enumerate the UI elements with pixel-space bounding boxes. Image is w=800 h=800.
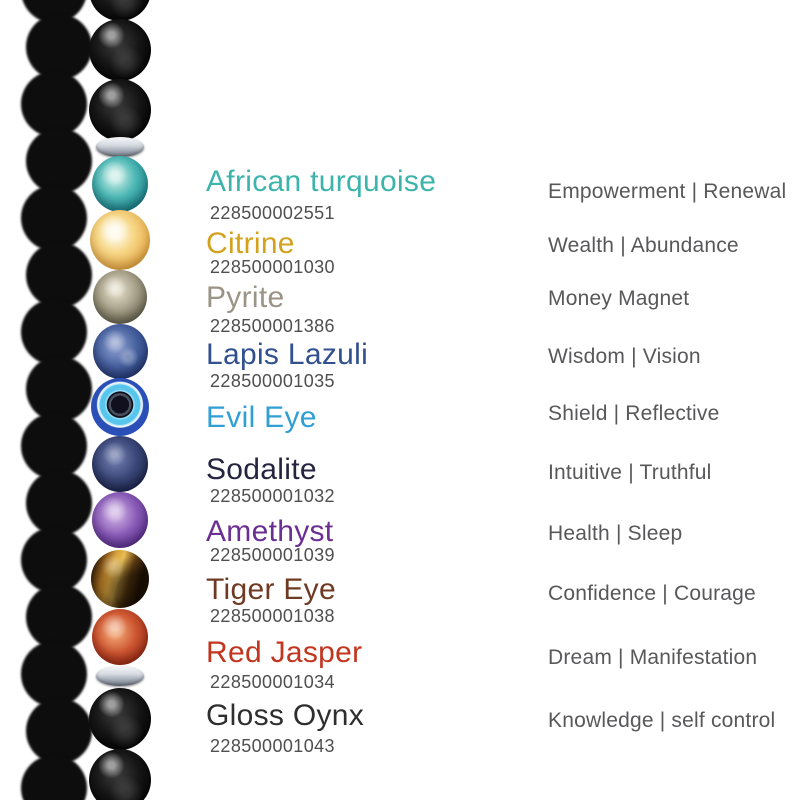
shadow-scallop [26,584,92,650]
gem-sku-amethyst: 228500001039 [210,545,335,565]
gem-sku-african-turquoise: 228500002551 [210,203,335,223]
shadow-scallop [21,185,87,251]
gem-sku-red-jasper: 228500001034 [210,672,335,692]
bead-red-jasper [92,609,148,665]
gem-sku-pyrite: 228500001386 [210,316,335,336]
gem-name-amethyst: Amethyst [206,515,334,548]
gem-sku-citrine: 228500001030 [210,257,335,277]
gem-sku-lapis-lazuli: 228500001035 [210,371,335,391]
gem-name-pyrite: Pyrite [206,281,285,314]
bead-sodalite [92,436,148,492]
shadow-scallop [26,470,92,536]
gem-attribute-amethyst: Health | Sleep [548,522,683,545]
gem-name-lapis-lazuli: Lapis Lazuli [206,338,369,371]
gem-name-tiger-eye: Tiger Eye [206,573,336,606]
bead-spacer [96,137,144,157]
gem-attribute-tiger-eye: Confidence | Courage [548,582,756,605]
shadow-scallop [21,641,87,707]
bead-evil-eye [91,378,149,436]
bead-tiger-eye [91,550,149,608]
bead-spacer [96,666,144,686]
bead-pyrite [93,270,147,324]
shadow-scallop [26,356,92,422]
bead-african-turquoise [92,156,148,212]
shadow-scallop [26,242,92,308]
shadow-scallop [21,527,87,593]
gem-attribute-sodalite: Intuitive | Truthful [548,461,712,484]
gem-attribute-evil-eye: Shield | Reflective [548,402,720,425]
gem-name-african-turquoise: African turquoise [206,165,437,198]
shadow-scallop [26,698,92,764]
bead-black-onyx [89,0,151,21]
gem-attribute-lapis-lazuli: Wisdom | Vision [548,345,701,368]
gem-attribute-citrine: Wealth | Abundance [548,234,739,257]
shadow-scallop [21,299,87,365]
bead-amethyst [92,492,148,548]
bead-black-onyx [89,19,151,81]
bead-black-onyx [89,749,151,800]
shadow-scallop [21,755,87,800]
shadow-scallop [21,71,87,137]
gem-name-evil-eye: Evil Eye [206,401,317,434]
gem-sku-tiger-eye: 228500001038 [210,606,335,626]
gem-attribute-african-turquoise: Empowerment | Renewal [548,180,787,203]
shadow-scallop [26,128,92,194]
gem-sku-gloss-oynx: 228500001043 [210,736,335,756]
gem-attribute-gloss-oynx: Knowledge | self control [548,709,776,732]
bead-citrine [90,210,150,270]
gem-name-citrine: Citrine [206,227,295,260]
gem-attribute-red-jasper: Dream | Manifestation [548,646,758,669]
gem-name-red-jasper: Red Jasper [206,636,363,669]
bead-black-onyx [89,688,151,750]
bead-black-onyx [89,79,151,141]
bead-lapis-lazuli [92,323,148,379]
gem-name-sodalite: Sodalite [206,453,317,486]
gem-name-gloss-oynx: Gloss Oynx [206,699,365,732]
gem-sku-sodalite: 228500001032 [210,486,335,506]
shadow-scallop [26,14,92,80]
gem-attribute-pyrite: Money Magnet [548,287,690,310]
shadow-scallop [21,413,87,479]
